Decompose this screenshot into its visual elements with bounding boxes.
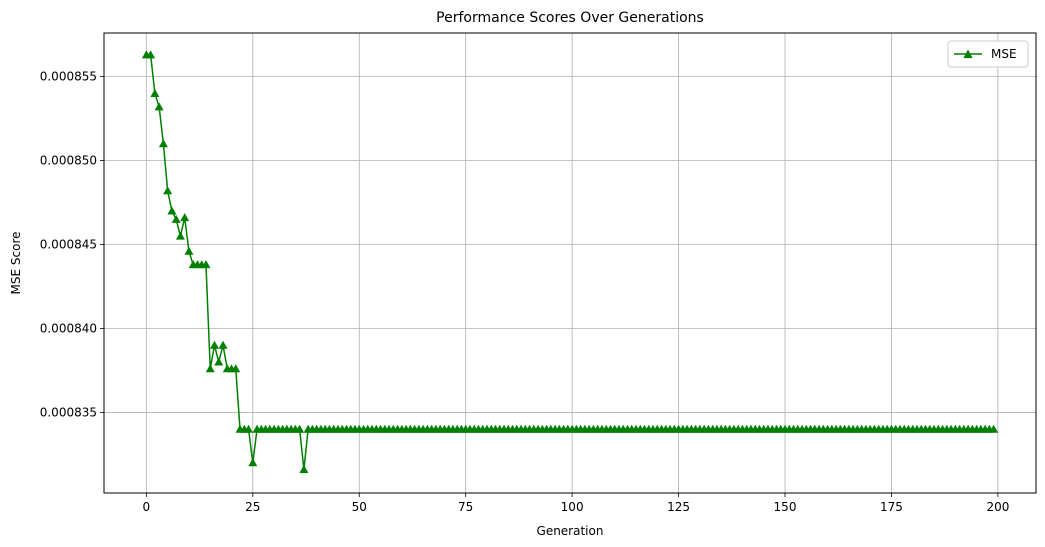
data-point-marker xyxy=(180,213,190,222)
data-point-marker xyxy=(146,50,156,59)
x-tick-label: 50 xyxy=(352,500,367,514)
data-point-marker xyxy=(163,186,173,195)
y-tick-label: 0.000855 xyxy=(40,70,97,84)
data-point-marker xyxy=(175,231,185,240)
y-axis-ticks: 0.000835 0.000840 0.000845 0.000850 0.000855 xyxy=(40,70,104,419)
data-point-marker xyxy=(295,424,305,433)
data-point-marker xyxy=(150,88,160,97)
legend-box xyxy=(947,40,1029,68)
grid-lines xyxy=(104,33,1036,493)
x-axis-ticks: 0 25 50 75 100 125 150 175 200 xyxy=(143,493,1009,514)
data-point-marker xyxy=(244,424,254,433)
x-tick-label: 125 xyxy=(667,500,690,514)
y-tick-label: 0.000845 xyxy=(40,238,97,252)
data-point-marker xyxy=(218,340,228,349)
axes-frame xyxy=(103,32,1037,494)
data-point-marker xyxy=(205,364,215,373)
y-tick-label: 0.000835 xyxy=(40,405,97,419)
data-point-marker xyxy=(158,139,168,148)
x-tick-label: 100 xyxy=(561,500,584,514)
legend-label-mse: MSE xyxy=(991,47,1017,61)
data-point-marker xyxy=(184,246,194,255)
plot-series xyxy=(141,50,999,473)
data-point-marker xyxy=(299,465,309,473)
x-tick-label: 25 xyxy=(245,500,260,514)
x-tick-label: 150 xyxy=(774,500,797,514)
legend-marker-triangle-icon xyxy=(963,49,973,58)
data-point-marker xyxy=(209,340,219,349)
x-tick-label: 0 xyxy=(143,500,151,514)
x-tick-label: 200 xyxy=(986,500,1009,514)
y-axis-label: MSE Score xyxy=(9,232,23,295)
data-point-marker xyxy=(231,364,241,373)
legend: MSE xyxy=(947,40,1029,68)
data-point-marker xyxy=(214,357,224,366)
chart-title: Performance Scores Over Generations xyxy=(436,10,704,26)
data-point-marker xyxy=(167,206,177,215)
y-tick-label: 0.000850 xyxy=(40,154,97,168)
y-tick-label: 0.000840 xyxy=(40,321,97,335)
data-point-marker xyxy=(989,424,999,433)
data-point-marker xyxy=(154,102,164,111)
x-tick-label: 75 xyxy=(458,500,473,514)
data-point-marker xyxy=(248,458,258,467)
x-tick-label: 175 xyxy=(880,500,903,514)
x-axis-label: Generation xyxy=(537,524,604,538)
data-point-marker xyxy=(171,214,181,223)
data-point-marker xyxy=(201,260,211,269)
